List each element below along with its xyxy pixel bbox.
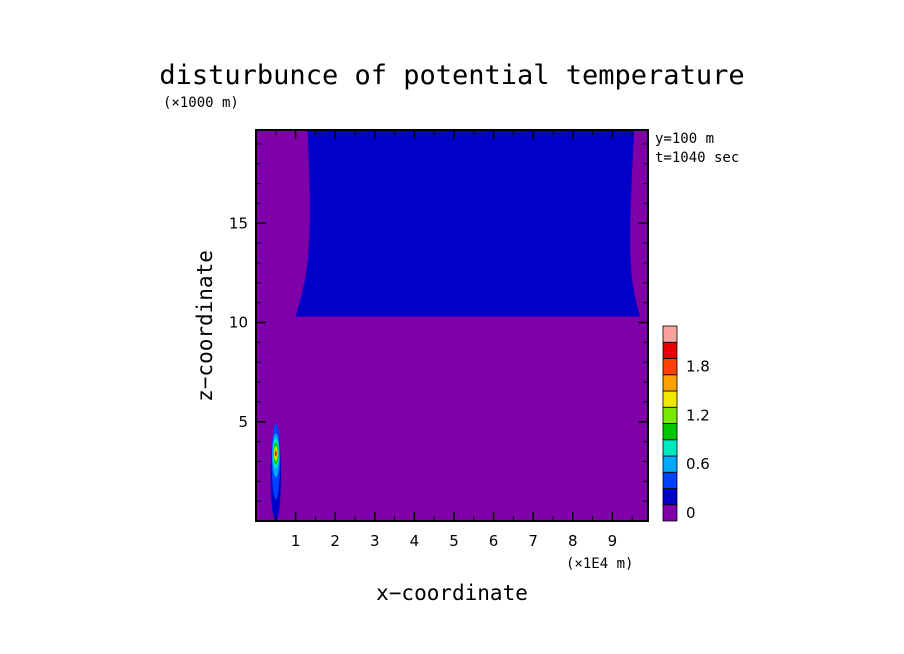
y-unit-label: (×1000 m) [163,95,239,111]
x-tick-label: 4 [410,532,420,550]
x-tick-label: 1 [291,532,301,550]
x-tick-label: 5 [449,532,459,550]
x-tick-label: 2 [330,532,340,550]
colorbar-segment [662,358,678,376]
colorbar-segment [662,341,678,359]
bubble-contour-8 [274,451,277,457]
x-axis-title: x−coordinate [376,581,528,605]
y-axis: 5 10 15 [229,143,648,502]
x-tick-label: 7 [528,532,538,550]
plot-frame [255,129,649,522]
colorbar-label: 0.6 [686,455,710,473]
y-axis-title: z−coordinate [193,250,217,402]
colorbar-segment [662,325,678,343]
colorbar-segment [662,423,678,441]
x-tick-label: 6 [489,532,499,550]
colorbar-segment [662,455,678,473]
x-tick-label: 8 [568,532,578,550]
x-unit-label: (×1E4 m) [566,556,633,572]
colorbar-segment [662,406,678,424]
colorbar-segment [662,471,678,489]
plot-area: 1 2 3 4 5 6 7 8 9 5 10 15 [229,129,649,550]
annotation-y-location: y=100 m [655,131,714,147]
upper-layer-region [295,130,641,317]
colorbar-segment [662,504,678,522]
colorbar-segment [662,374,678,392]
colorbar-label: 1.8 [686,358,710,376]
x-axis: 1 2 3 4 5 6 7 8 9 [275,130,633,550]
colorbar-label: 0 [686,504,696,522]
chart-title: disturbunce of potential temperature [159,60,744,91]
thermal-bubble [270,423,281,521]
colorbar: 0 0.6 1.2 1.8 [662,325,710,522]
colorbar-segment [662,439,678,457]
annotation-time: t=1040 sec [655,150,739,166]
y-tick-label: 10 [229,314,248,332]
y-tick-label: 15 [229,214,248,232]
colorbar-segment [662,390,678,408]
colorbar-label: 1.2 [686,406,710,424]
y-tick-label: 5 [238,413,248,431]
x-tick-label: 3 [370,532,380,550]
x-tick-label: 9 [608,532,618,550]
colorbar-segment [662,488,678,506]
